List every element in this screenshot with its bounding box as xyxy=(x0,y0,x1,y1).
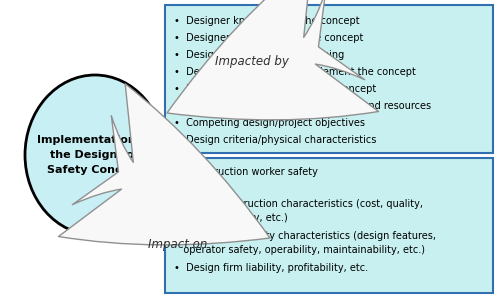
FancyBboxPatch shape xyxy=(165,5,493,153)
Text: •  Designer knowledge of the concept: • Designer knowledge of the concept xyxy=(174,16,360,26)
Text: •  Ease of implementation of the concept: • Ease of implementation of the concept xyxy=(174,84,376,94)
Text: •  Completed facility characteristics (design features,
   operator safety, oper: • Completed facility characteristics (de… xyxy=(174,231,436,255)
Text: Impacted by: Impacted by xyxy=(215,55,289,68)
Ellipse shape xyxy=(25,75,165,235)
Text: •  Designer education and training: • Designer education and training xyxy=(174,50,344,60)
Text: Implementation of
the Design for
Safety Concept: Implementation of the Design for Safety … xyxy=(38,135,152,175)
Text: •  Design criteria/physical characteristics: • Design criteria/physical characteristi… xyxy=(174,135,376,145)
Text: •  Construction worker safety: • Construction worker safety xyxy=(174,167,318,177)
Text: Impact on: Impact on xyxy=(148,238,208,251)
Text: •  Design firm liability, profitability, etc.: • Design firm liability, profitability, … xyxy=(174,263,368,273)
Text: •  Designer acceptance of the concept: • Designer acceptance of the concept xyxy=(174,33,364,43)
Text: •  Other construction characteristics (cost, quality,
   constructability, etc.): • Other construction characteristics (co… xyxy=(174,199,423,223)
Text: •  Availability of implementation tools and resources: • Availability of implementation tools a… xyxy=(174,101,431,111)
Text: •  Competing design/project objectives: • Competing design/project objectives xyxy=(174,118,365,128)
Text: •  Designer motivation to implement the concept: • Designer motivation to implement the c… xyxy=(174,67,416,77)
FancyBboxPatch shape xyxy=(165,158,493,293)
